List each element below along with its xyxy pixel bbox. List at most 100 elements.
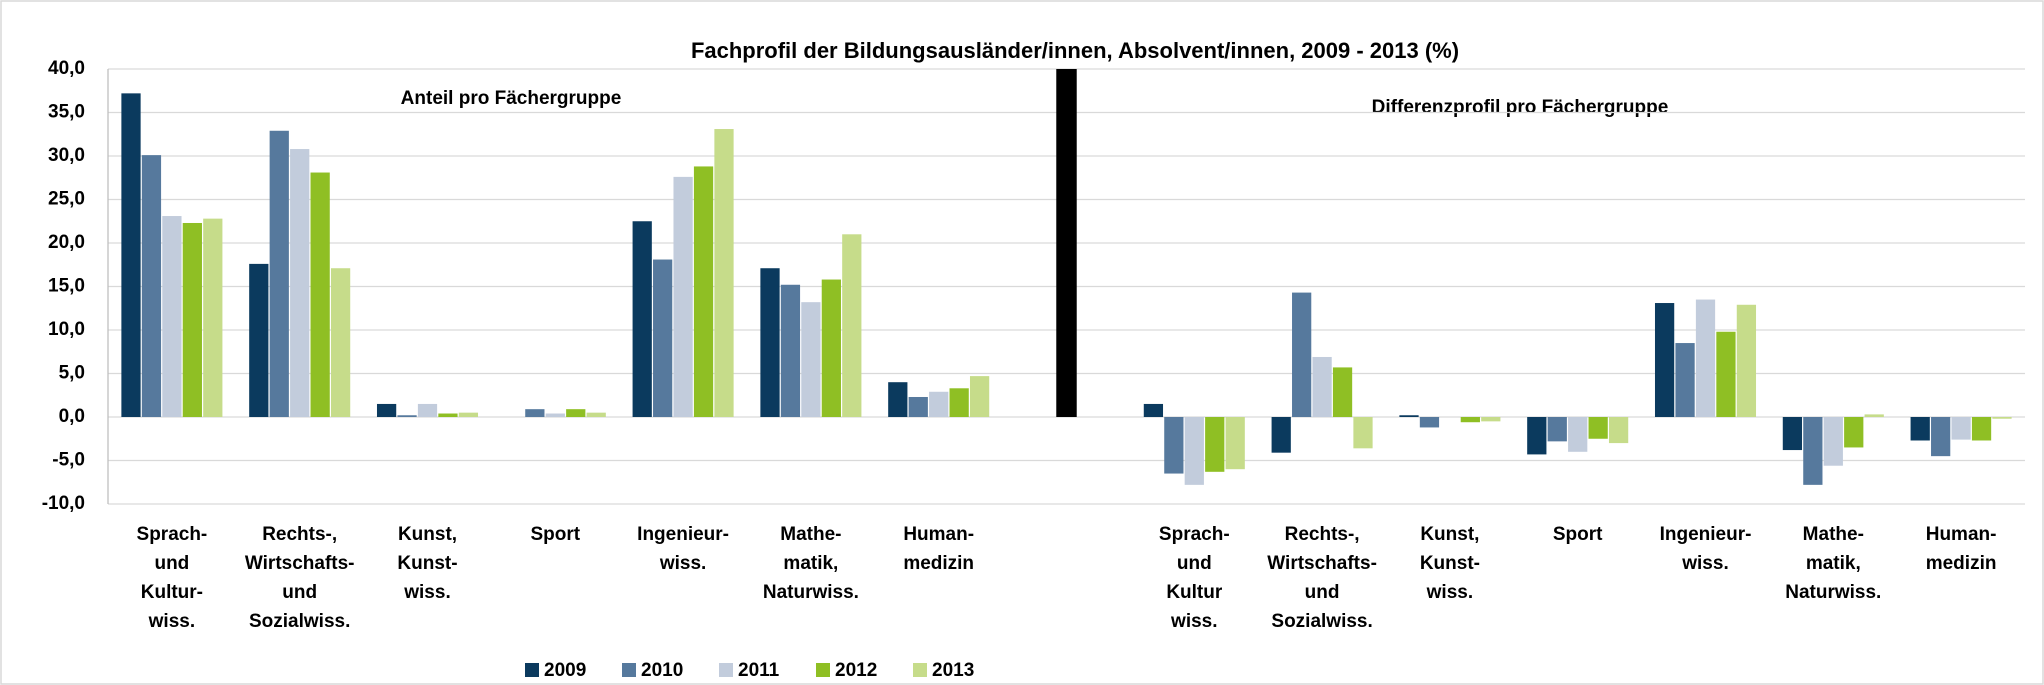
bar — [1864, 414, 1884, 417]
legend-label: 2011 — [738, 660, 780, 681]
bar — [693, 166, 714, 417]
bar — [1547, 417, 1567, 442]
y-tick-label: 10,0 — [48, 319, 85, 340]
bar — [545, 413, 565, 417]
x-tick-label: Kunst, Kunst- wiss. — [1419, 524, 1480, 603]
bar — [714, 129, 734, 417]
bar — [566, 409, 586, 417]
bar — [1654, 303, 1675, 417]
chart-title: Fachprofil der Bildungsausländer/innen, … — [691, 38, 1459, 63]
bar — [1568, 417, 1588, 452]
bar — [525, 409, 545, 417]
x-tick-label: Rechts-, Wirtschafts- und Sozialwiss. — [244, 524, 355, 632]
bar — [949, 388, 969, 417]
bar — [1844, 417, 1864, 448]
legend-label: 2013 — [932, 660, 974, 681]
annotation: Anteil pro Fächergruppe — [401, 88, 622, 109]
bar — [162, 216, 182, 417]
bar — [1782, 417, 1803, 451]
bar — [1588, 417, 1608, 439]
y-tick-label: 20,0 — [48, 232, 85, 253]
bar — [1292, 292, 1312, 417]
bar — [673, 176, 693, 417]
bar — [1164, 417, 1184, 474]
y-tick-label: 30,0 — [48, 145, 85, 166]
y-tick-label: 15,0 — [48, 276, 85, 297]
legend-label: 2010 — [641, 660, 683, 681]
x-tick-label: Sport — [530, 524, 581, 545]
bar — [1910, 417, 1930, 441]
bar — [203, 218, 223, 417]
bar — [1803, 417, 1823, 485]
bar — [801, 302, 821, 417]
bar — [1184, 417, 1204, 485]
bar — [1716, 331, 1736, 417]
x-tick-label: Human- medizin — [1925, 524, 1997, 574]
bar — [269, 130, 289, 417]
bar — [1399, 415, 1419, 417]
bar — [1332, 367, 1353, 417]
y-tick-label: 35,0 — [48, 102, 85, 123]
x-tick-label: Sprach- und Kultur- wiss. — [136, 524, 208, 632]
bar — [438, 413, 458, 417]
y-tick-label: 0,0 — [59, 406, 85, 427]
bar — [1736, 304, 1757, 417]
bar — [397, 415, 417, 417]
bar — [417, 403, 438, 417]
x-tick-label: Sprach- und Kultur wiss. — [1158, 524, 1230, 632]
bar — [376, 403, 397, 417]
x-tick-label: Sport — [1552, 524, 1603, 545]
bar — [121, 93, 141, 418]
bar — [1460, 417, 1480, 423]
bar — [780, 284, 801, 417]
x-tick-label: Mathe- matik, Naturwiss. — [762, 524, 859, 603]
bar — [1823, 417, 1843, 466]
bar — [1951, 417, 1971, 440]
bar — [969, 376, 990, 417]
legend-label: 2009 — [544, 660, 586, 681]
bar — [842, 234, 862, 417]
x-tick-label: Rechts-, Wirtschafts- und Sozialwiss. — [1267, 524, 1377, 632]
bar — [1675, 343, 1695, 417]
annotation: Differenzprofil pro Fächergruppe — [1372, 97, 1669, 118]
y-tick-label: -5,0 — [52, 450, 85, 471]
x-tick-label: Ingenieur- wiss. — [1659, 524, 1752, 574]
bar — [1527, 417, 1547, 455]
bar — [1419, 417, 1440, 428]
y-tick-label: 40,0 — [48, 58, 85, 79]
x-tick-label: Kunst, Kunst- wiss. — [397, 524, 458, 603]
y-tick-label: 5,0 — [59, 363, 85, 384]
bar — [182, 222, 202, 417]
bar — [1481, 417, 1501, 422]
bar — [908, 396, 928, 417]
bar — [1271, 417, 1291, 453]
bar — [1992, 417, 2012, 419]
bar — [1225, 417, 1245, 470]
bar — [1971, 417, 1992, 441]
y-tick-label: -10,0 — [42, 493, 85, 514]
bar — [330, 268, 351, 417]
bar — [290, 149, 310, 418]
y-tick-label: 25,0 — [48, 189, 85, 210]
x-tick-label: Mathe- matik, Naturwiss. — [1785, 524, 1882, 603]
legend-swatch — [525, 663, 539, 677]
bar — [1931, 417, 1951, 457]
legend-swatch — [719, 663, 733, 677]
bar — [141, 155, 162, 417]
bar — [821, 279, 841, 417]
separator-bar — [1056, 69, 1077, 417]
bar — [586, 412, 606, 417]
bar — [929, 391, 949, 417]
bar — [458, 412, 479, 417]
bar — [1312, 356, 1332, 417]
bar — [1143, 403, 1164, 417]
x-tick-label: Human- medizin — [903, 524, 975, 574]
bar — [1608, 417, 1629, 444]
legend-swatch — [622, 663, 636, 677]
bar — [249, 263, 269, 417]
bar — [1205, 417, 1225, 472]
x-tick-label: Ingenieur- wiss. — [637, 524, 730, 574]
